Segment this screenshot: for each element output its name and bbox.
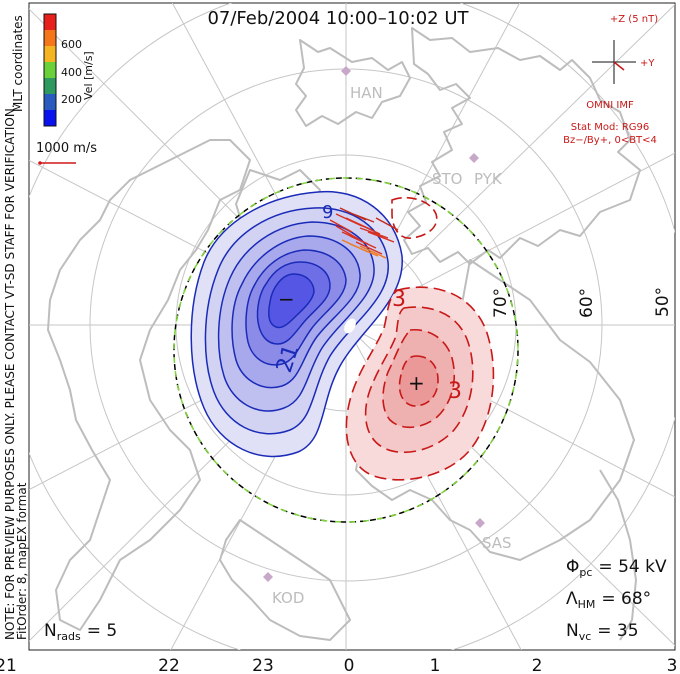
imf-clock: +Z (5 nT) +Y OMNI IMF Stat Mod: RG96 Bz−… — [563, 14, 658, 146]
station-pyk-label: PYK — [474, 170, 503, 188]
velocity-vectors — [329, 207, 399, 259]
coord-label: MLT coordinates — [11, 15, 25, 112]
vector-cluster-red — [329, 213, 395, 255]
positive-cell: + 3 3 — [345, 196, 495, 481]
stations: HAN STO PYK SAS KOD — [263, 66, 512, 607]
station-kod-marker — [263, 572, 273, 582]
station-sto-label: STO — [432, 170, 463, 188]
colorbar-swatch-7 — [44, 110, 56, 126]
station-han-marker — [341, 66, 351, 76]
colorbar-frame — [43, 13, 57, 127]
mlt-label-1: 1 — [430, 656, 441, 674]
vector-cluster-orange — [341, 239, 387, 259]
colorbar-swatch-4 — [44, 62, 56, 78]
coast-alaska — [219, 519, 351, 641]
mlt-label-21: 21 — [0, 656, 17, 674]
hm-boundary-green — [173, 177, 519, 523]
coast-scandinavia — [403, 27, 641, 265]
colorbar-tick-200: 200 — [61, 93, 82, 106]
colorbar-swatch-6 — [44, 94, 56, 110]
imf-source: OMNI IMF — [586, 100, 634, 111]
pos-marker: + — [408, 371, 425, 395]
vector-scale-label: 1000 m/s — [36, 141, 97, 156]
colorbar-swatch-5 — [44, 78, 56, 94]
contour-label-3b: 3 — [448, 379, 462, 404]
negative-cell: − 21 9 — [190, 190, 403, 458]
station-kod-label: KOD — [272, 589, 304, 607]
lat-label-50: 50° — [653, 287, 673, 317]
station-sas-label: SAS — [482, 534, 512, 552]
colorbar-label: Vel [m/s] — [82, 51, 95, 100]
pos-contour-4 — [398, 355, 439, 407]
coast-north-america — [47, 139, 251, 631]
station-sas: SAS — [475, 518, 512, 552]
stats: Φpc = 54 kV ΛHM = 68° Nvc = 35 Nrads = 5 — [44, 557, 667, 643]
imf-vector — [613, 61, 625, 71]
imf-z-label: +Z (5 nT) — [610, 14, 658, 25]
fit-order-note: FitOrder: 8, mapEX format — [15, 482, 29, 640]
lat-label-70: 70° — [491, 288, 511, 318]
contour-label-9: 9 — [322, 202, 333, 223]
colorbar-swatch-1 — [44, 14, 56, 30]
n-vc-readout: Nvc = 35 — [566, 621, 639, 643]
colorbar-tick-600: 600 — [61, 38, 82, 51]
colorbar-swatch-3 — [44, 46, 56, 62]
station-han: HAN — [341, 66, 383, 102]
vector-cluster-red2 — [339, 207, 399, 231]
coast-east — [599, 469, 637, 641]
colorbar: 600 400 200 Vel [m/s] MLT coordinates — [11, 13, 95, 127]
colorbar-tick-400: 400 — [61, 66, 82, 79]
imf-stat-mod: Stat Mod: RG96 — [571, 122, 650, 133]
imf-stat-cond: Bz−/By+, 0<BT<4 — [563, 135, 657, 146]
station-pyk: STO PYK — [432, 153, 503, 188]
mlt-label-3: 3 — [667, 656, 678, 674]
contour-label-3a: 3 — [392, 287, 406, 312]
mlt-label-0: 0 — [344, 656, 355, 674]
colorbar-swatch-2 — [44, 30, 56, 46]
phi-pc-readout: Φpc = 54 kV — [566, 557, 667, 579]
vector-scale-origin — [38, 161, 42, 165]
mlt-label-2: 2 — [532, 656, 543, 674]
mlt-axis: 21 22 23 0 1 2 3 — [0, 656, 677, 674]
preview-note: NOTE: FOR PREVIEW PURPOSES ONLY. PLEASE … — [3, 104, 17, 640]
latitude-labels: 70° 60° 50° — [491, 287, 673, 318]
plot-frame — [28, 2, 676, 651]
pole-spot — [344, 318, 356, 334]
station-kod: KOD — [263, 572, 304, 607]
n-rads-readout: Nrads = 5 — [44, 621, 117, 643]
lat-label-60: 60° — [577, 288, 597, 318]
page-title: 07/Feb/2004 10:00–10:02 UT — [207, 8, 469, 29]
station-sas-marker — [475, 518, 485, 528]
lambda-hm-readout: ΛHM = 68° — [566, 589, 651, 611]
imf-y-label: +Y — [640, 58, 655, 69]
meridian-09 — [345, 3, 675, 326]
vector-scale: 1000 m/s — [36, 141, 97, 165]
coast-greenland — [295, 39, 411, 127]
station-han-label: HAN — [350, 84, 383, 102]
neg-marker: − — [278, 287, 295, 311]
mlt-label-23: 23 — [252, 656, 274, 674]
station-pyk-marker — [469, 153, 479, 163]
neg-contour-7 — [268, 273, 315, 329]
mlt-label-22: 22 — [158, 656, 180, 674]
